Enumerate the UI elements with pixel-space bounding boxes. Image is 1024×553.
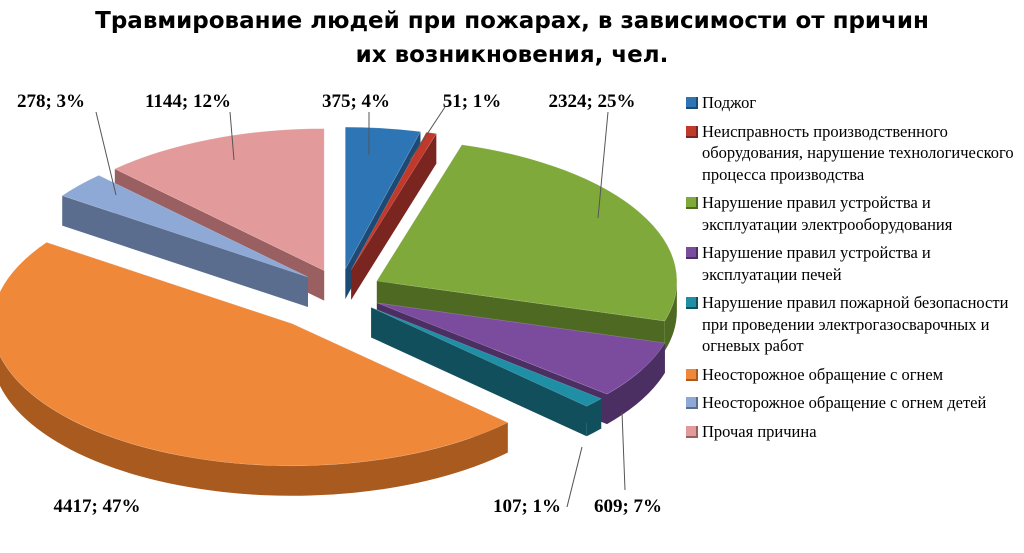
- pie-slice-children-fire: [61, 175, 309, 308]
- chart-title: Травмирование людей при пожарах, в завис…: [0, 4, 1024, 72]
- data-label-stoves: 609; 7%: [594, 496, 662, 517]
- legend-item-children-fire: Неосторожное обращение с огнем детей: [686, 392, 1018, 414]
- data-label-electrical: 2324; 25%: [548, 91, 635, 112]
- leader-line-equipment-fault: [409, 106, 446, 161]
- leader-line-welding: [566, 446, 583, 508]
- legend-label: Прочая причина: [702, 421, 817, 441]
- data-labels: 375; 4% 51; 1% 2324; 25% 609; 7% 107; 1% 4417…: [17, 91, 662, 517]
- leader-line-children-fire: [95, 111, 117, 196]
- data-label-welding: 107; 1%: [493, 496, 561, 517]
- legend-label: Нарушение правил устройства и эксплуатац…: [702, 193, 953, 234]
- leader-line-electrical: [597, 111, 609, 219]
- legend-swatch-green: [686, 197, 698, 209]
- pie-slice-arson-top: [345, 126, 421, 270]
- chart-title-line-1: Травмирование людей при пожарах, в завис…: [95, 8, 929, 34]
- data-label-careless-fire: 4417; 47%: [53, 496, 140, 517]
- pie-slice-welding-side: [586, 398, 602, 437]
- legend-swatch-teal: [686, 297, 698, 309]
- pie-slice-children-fire-top: [61, 175, 309, 278]
- leader-line-other: [229, 111, 235, 161]
- legend-label: Неисправность производственного оборудов…: [702, 121, 1014, 184]
- data-label-children-fire: 278; 3%: [17, 91, 85, 112]
- legend-swatch-red: [686, 125, 698, 138]
- pie-slice-electrical-side: [664, 280, 677, 352]
- legend-item-other: Прочая причина: [686, 421, 1018, 443]
- legend-item-equipment-fault: Неисправность производственного оборудов…: [686, 121, 1018, 186]
- legend-swatch-pink: [686, 425, 698, 438]
- pie-slice-welding-top: [371, 307, 602, 407]
- pie-slice-careless-fire-side: [0, 355, 508, 496]
- legend-swatch-orange: [686, 368, 698, 381]
- legend-label: Нарушение правил пожарной безопасности п…: [702, 293, 1009, 355]
- chart-legend: Поджог Неисправность производственного об…: [686, 92, 1018, 449]
- legend-label: Неосторожное обращение с огнем детей: [702, 393, 987, 412]
- pie-slice-equipment-fault-top: [350, 131, 437, 270]
- legend-item-electrical: Нарушение правил устройства и эксплуатац…: [686, 192, 1018, 235]
- pie-slice-electrical: [376, 144, 678, 352]
- legend-swatch-purple: [686, 247, 698, 259]
- pie-slice-careless-fire-top: [0, 242, 509, 467]
- legend-swatch-blue: [686, 97, 698, 109]
- pie-slice-careless-fire: [0, 242, 509, 496]
- pie-slice-children-fire-wall-start: [62, 195, 308, 308]
- legend-label: Неосторожное обращение с огнем: [702, 364, 944, 384]
- legend-label: Поджог: [702, 93, 757, 112]
- legend-swatch-lightblue: [686, 397, 698, 409]
- legend-item-careless-fire: Неосторожное обращение с огнем: [686, 364, 1018, 386]
- data-label-equipment-fault: 51; 1%: [443, 91, 502, 112]
- pie-slice-welding: [371, 307, 602, 437]
- pie-slice-other-top: [114, 128, 325, 272]
- chart-title-line-2: их возникновения, чел.: [355, 42, 669, 68]
- pie-slice-electrical-top: [376, 144, 678, 322]
- legend-item-welding: Нарушение правил пожарной безопасности п…: [686, 292, 1018, 357]
- leader-line-stoves: [621, 411, 626, 491]
- legend-item-stoves: Нарушение правил устройства и эксплуатац…: [686, 242, 1018, 285]
- pie-slice-equipment-fault: [350, 131, 437, 300]
- pie-slice-equipment-fault-wall-end: [351, 133, 437, 300]
- pie-slices: [0, 126, 678, 496]
- data-label-other: 1144; 12%: [145, 91, 231, 112]
- pie-slice-welding-wall-end: [371, 307, 587, 437]
- legend-item-arson: Поджог: [686, 92, 1018, 114]
- pie-slice-stoves-side: [606, 342, 665, 425]
- data-label-arson: 375; 4%: [322, 91, 390, 112]
- legend-label: Нарушение правил устройства и эксплуатац…: [702, 243, 931, 284]
- pie-slice-stoves-top: [376, 302, 666, 395]
